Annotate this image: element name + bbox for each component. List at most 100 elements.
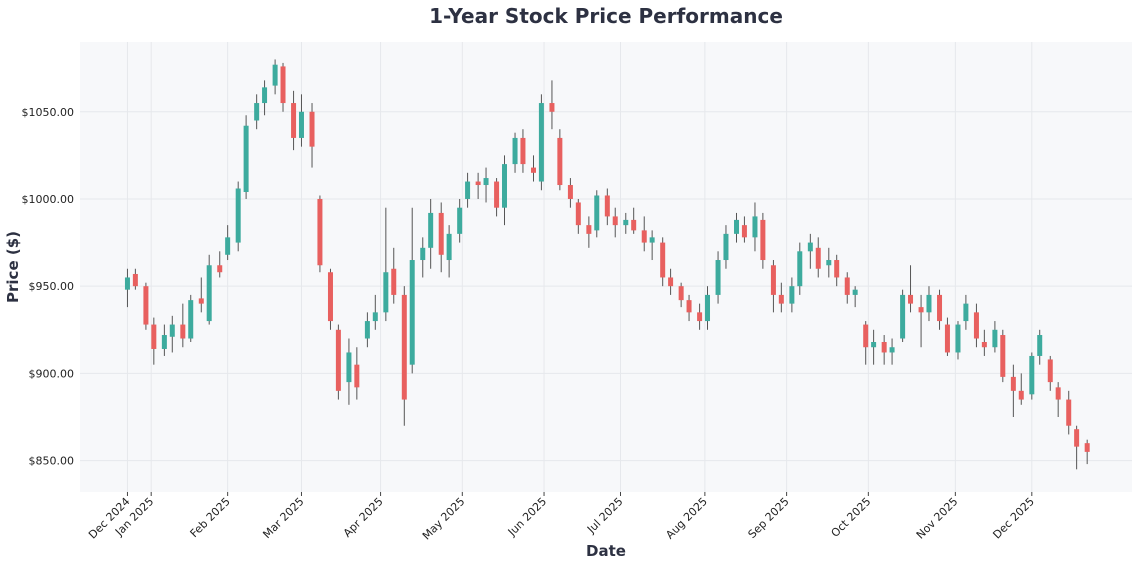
candle-body-up (705, 294, 711, 322)
candle-body-down (1047, 359, 1053, 383)
candle-body-down (291, 103, 297, 138)
candle-body-up (807, 242, 813, 252)
x-tick-label: Mar 2025 (260, 495, 306, 541)
candle-body-down (697, 312, 703, 322)
candle-body-down (401, 294, 407, 400)
candle-body-up (262, 87, 268, 104)
x-tick-label: Apr 2025 (341, 495, 386, 540)
candle-body-up (409, 260, 415, 365)
candle-body-down (198, 298, 204, 304)
candle-body-up (623, 219, 629, 226)
candle-body-up (501, 164, 507, 208)
plot-area (80, 42, 1132, 492)
candle-body-down (604, 195, 610, 217)
candle-body-up (512, 137, 518, 165)
candle-body-up (715, 260, 721, 295)
candle-body-up (752, 216, 758, 238)
candle-body-down (549, 103, 555, 112)
y-tick-label: $900.00 (29, 367, 75, 380)
candle-body-up (871, 342, 877, 348)
candle-body-down (180, 324, 186, 339)
x-tick-label: Jul 2025 (584, 495, 626, 537)
candle-body-down (668, 277, 674, 287)
candle-body-down (520, 137, 526, 165)
candle-body-up (594, 195, 600, 231)
candle-body-down (494, 181, 500, 208)
candles (124, 59, 1090, 470)
candle-body-up (734, 219, 740, 234)
x-tick-label: Aug 2025 (663, 495, 710, 542)
x-tick-label: Nov 2025 (914, 495, 961, 542)
candle-body-down (557, 137, 563, 186)
candle-body-up (206, 265, 212, 322)
candle-body-up (243, 125, 249, 192)
candle-body-up (723, 233, 729, 261)
candle-body-up (372, 312, 378, 322)
candle-body-up (926, 294, 932, 313)
candle-body-up (900, 294, 906, 339)
candle-body-down (586, 225, 592, 234)
candle-body-down (944, 324, 950, 353)
candle-body-down (335, 329, 341, 391)
candle-body-down (981, 342, 987, 348)
x-tick-label: Sep 2025 (746, 495, 792, 541)
candle-body-down (1074, 429, 1080, 447)
candle-body-down (908, 294, 914, 304)
candle-body-down (844, 277, 850, 295)
candle-body-up (254, 103, 260, 121)
x-tick-label: Jun 2025 (505, 495, 549, 539)
candle-body-up (649, 237, 655, 243)
candle-body-up (346, 352, 352, 383)
candle-body-up (364, 321, 370, 339)
candle-body-up (483, 178, 489, 186)
y-tick-label: $1050.00 (22, 106, 75, 119)
candle-body-up (992, 329, 998, 348)
candle-body-up (124, 277, 130, 290)
y-tick-label: $1000.00 (22, 193, 75, 206)
candle-body-down (309, 111, 315, 147)
candle-body-up (852, 289, 858, 295)
candle-body-up (963, 303, 969, 322)
candle-body-down (834, 260, 840, 278)
candle-body-up (188, 300, 194, 339)
candle-body-up (235, 188, 241, 243)
candle-body-down (815, 247, 821, 269)
candle-body-down (132, 273, 138, 287)
candle-body-up (538, 103, 544, 182)
candle-body-down (567, 185, 573, 199)
candle-body-up (383, 272, 389, 313)
candle-body-down (1010, 376, 1016, 391)
candle-body-down (741, 225, 747, 238)
candle-body-down (1055, 387, 1061, 400)
x-axis-label: Date (586, 542, 626, 560)
x-tick-label: Oct 2025 (829, 495, 874, 540)
candle-body-down (530, 167, 536, 173)
y-tick-label: $850.00 (29, 455, 75, 468)
x-tick-label: Dec 2025 (990, 495, 1037, 542)
candle-body-up (428, 212, 434, 248)
y-tick-label: $950.00 (29, 280, 75, 293)
candle-body-down (143, 286, 149, 325)
candle-body-up (457, 207, 463, 234)
candle-body-down (1000, 335, 1006, 377)
candle-body-up (446, 233, 452, 261)
candle-body-down (1084, 443, 1090, 452)
candle-body-down (327, 272, 333, 322)
candle-body-up (298, 111, 304, 138)
candle-body-down (863, 324, 869, 348)
x-tick-label: Feb 2025 (188, 495, 233, 540)
chart-title: 1-Year Stock Price Performance (429, 4, 783, 28)
candle-body-down (317, 198, 323, 266)
y-axis-label: Price ($) (4, 231, 22, 303)
candle-body-down (151, 324, 157, 349)
candle-body-down (1018, 390, 1024, 400)
candle-body-up (465, 181, 471, 199)
candle-body-down (881, 342, 887, 353)
candle-body-up (1029, 355, 1035, 395)
candle-body-down (391, 268, 397, 295)
candle-body-down (217, 265, 223, 273)
candle-body-down (475, 181, 481, 186)
candle-body-up (889, 347, 895, 353)
y-axis-ticks: $850.00 $900.00 $950.00 $1000.00 $1050.00 (22, 106, 75, 468)
